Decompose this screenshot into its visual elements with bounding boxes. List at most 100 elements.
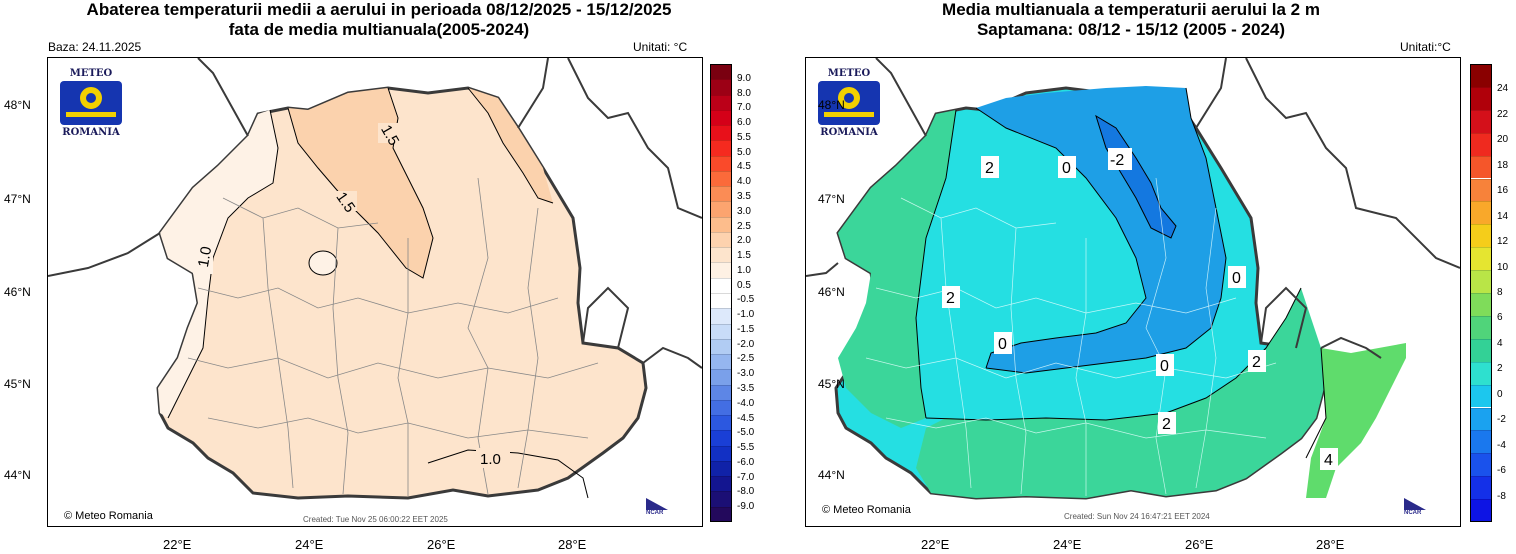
colorbar-label: 16 [1497,185,1509,197]
colorbar-label: 5.0 [737,146,751,158]
colorbar-label: 4.5 [737,161,751,173]
units-label: Unitati: °C [633,40,688,54]
colorbar-swatch [710,170,732,187]
colorbar: 24 22 20 18 16 14 12 10 8 6 4 2 0 -2 -4 -6 -8 [1470,64,1516,522]
copyright-label: © Meteo Romania [822,504,911,516]
colorbar-swatch [1470,155,1492,179]
colorbar-label: 2 [1497,363,1503,375]
colorbar-swatch [710,140,732,156]
meteo-romania-logo: METEO ROMANIA [816,68,882,148]
colorbar-swatch [710,491,732,507]
colorbar-label: 4 [1497,337,1503,349]
colorbar-swatch [710,125,732,141]
colorbar-swatch [710,277,732,293]
colorbar-swatch [710,308,732,324]
meteo-romania-logo: METEO ROMANIA [58,68,124,148]
colorbar-swatch [1470,476,1492,500]
colorbar-label: 1.5 [737,250,751,262]
contour-label: 2 [985,160,994,177]
base-date-label: Baza: 24.11.2025 [48,40,142,54]
units-label: Unitati:°C [1400,40,1451,54]
logo-text-top: METEO [827,68,871,79]
colorbar-swatch [1470,201,1492,225]
colorbar-swatch [710,155,732,171]
anomaly-map: 1.5 1.5 1.0 1.0 [47,57,703,527]
colorbar-swatch [710,506,732,522]
copyright-label: © Meteo Romania [64,510,153,522]
colorbar-label: 14 [1497,210,1509,222]
colorbar-label: 2.0 [737,235,751,247]
colorbar-swatch [710,94,732,110]
colorbar-swatch [1470,499,1492,522]
contour-label: 2 [946,290,955,307]
colorbar-swatch [710,323,732,339]
map-subtitle: Saptamana: 08/12 - 15/12 (2005 - 2024) [976,20,1286,39]
temp-zone-west [838,110,956,428]
colorbar-swatch [1470,293,1492,316]
colorbar-label: -0.5 [737,294,755,306]
colorbar-label: 6 [1497,312,1503,324]
colorbar-swatch [710,293,732,309]
ncar-logo: NCAR [646,498,672,516]
lat-label: 48°N [4,98,31,112]
logo-text-bottom: ROMANIA [62,127,120,138]
ncar-logo: NCAR [1404,498,1430,516]
lon-label: 22°E [163,537,192,552]
temp-zone-south [916,288,1324,498]
colorbar-label: 6.0 [737,117,751,129]
colorbar-label: 3.5 [737,190,751,202]
colorbar-label: -4.0 [737,397,755,409]
colorbar-swatch [710,247,732,263]
contour-label: 0 [1232,270,1241,287]
colorbar-label: -1.0 [737,309,755,321]
colorbar-swatch [710,216,732,232]
lon-label: 24°E [295,537,324,552]
anomaly-zone-northeast [468,88,553,203]
colorbar-swatch [1470,109,1492,133]
contour-label: 2 [1162,416,1171,433]
anomaly-zone-north [288,88,433,278]
colorbar-label: 5.5 [737,131,751,143]
lat-label: 46°N [818,285,845,299]
colorbar-label: 7.0 [737,102,751,114]
colorbar-swatch [1470,453,1492,477]
logo-text-top: METEO [69,68,113,79]
colorbar-swatch [710,186,732,202]
colorbar-label: -6.0 [737,456,755,468]
colorbar-label: 1.0 [737,264,751,276]
colorbar-label: 2.5 [737,220,751,232]
colorbar-swatch [710,354,732,370]
temp-zone-cold [976,86,1226,373]
colorbar-label: -4.5 [737,412,755,424]
colorbar-swatch [710,445,732,461]
colorbar-label: 10 [1497,261,1509,273]
colorbar-label: 0 [1497,388,1503,400]
colorbar-label: 12 [1497,236,1509,248]
lon-label: 26°E [1185,537,1214,552]
temp-zone-colder [1096,116,1176,238]
colorbar-label: 3.0 [737,205,751,217]
colorbar-label: 18 [1497,159,1509,171]
map-subtitle: fata de media multianuala(2005-2024) [228,20,530,39]
colorbar-swatch [710,430,732,446]
contour-label: 1.0 [480,451,501,468]
colorbar-swatch [1470,407,1492,431]
map-title: Abaterea temperaturii medii a aerului in… [86,0,672,19]
anomaly-map-panel: Abaterea temperaturii medii a aerului in… [4,0,755,552]
colorbar-swatch [710,415,732,431]
colorbar-label: -8 [1497,490,1506,502]
colorbar-label: -1.5 [737,323,755,335]
colorbar-swatch [710,476,732,492]
contour-label: -2 [1110,152,1124,169]
colorbar-label: 24 [1497,83,1509,95]
colorbar-label: 8.0 [737,87,751,99]
colorbar-swatch [710,231,732,248]
lat-label: 46°N [4,285,31,299]
contour-label: 4 [1324,452,1333,469]
colorbar-swatch [1470,361,1492,385]
map-title: Media multianuala a temperaturii aerului… [942,0,1320,19]
colorbar-label: 8 [1497,287,1503,298]
colorbar-label: -6 [1497,465,1506,477]
colorbar-swatch [1470,338,1492,362]
colorbar-swatch [1470,224,1492,248]
